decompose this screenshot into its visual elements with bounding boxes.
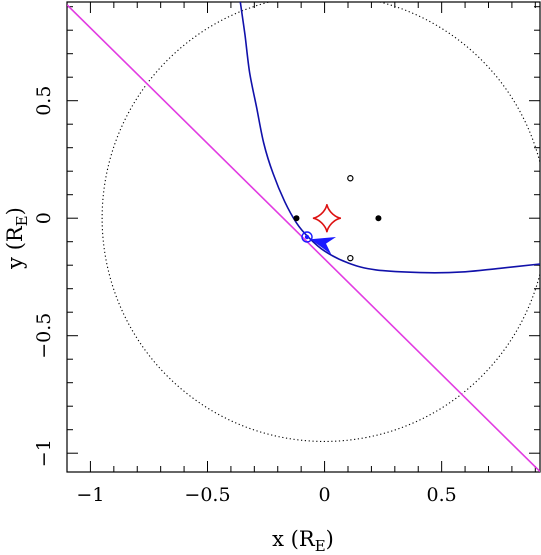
lens-masses — [293, 215, 382, 222]
source-trajectory-line — [67, 4, 540, 472]
y-tick-label: −1 — [33, 439, 55, 467]
y-tick-label: 0.5 — [33, 86, 55, 116]
x-tick-label: 0.5 — [427, 484, 457, 506]
y-tick-label: −0.5 — [33, 313, 55, 359]
plot-frame — [66, 1, 541, 473]
lens-mass-dot — [375, 215, 382, 222]
einstein-ring — [101, 2, 540, 442]
y-tick-labels: −1 −0.5 0 0.5 — [33, 86, 55, 468]
critical-curve — [239, 2, 540, 274]
caustic-curve — [312, 203, 342, 233]
x-tick-label: −0.5 — [184, 484, 230, 506]
lens-images — [347, 175, 354, 262]
x-axis-label: x (RE) — [272, 527, 334, 555]
x-tick-labels: −1 −0.5 0 0.5 — [76, 484, 456, 506]
x-tick-label: −1 — [76, 484, 104, 506]
axis-ticks — [66, 2, 540, 472]
lens-image-circle — [347, 175, 354, 182]
y-axis-label: y (RE) — [3, 207, 31, 270]
lens-image-circle — [347, 254, 354, 262]
source-motion-arrow — [310, 237, 336, 255]
source-position-dot — [304, 234, 310, 240]
lens-mass-dot — [293, 215, 300, 222]
x-tick-label: 0 — [319, 484, 331, 506]
source-position-ring — [301, 231, 313, 243]
y-tick-label: 0 — [33, 212, 55, 224]
